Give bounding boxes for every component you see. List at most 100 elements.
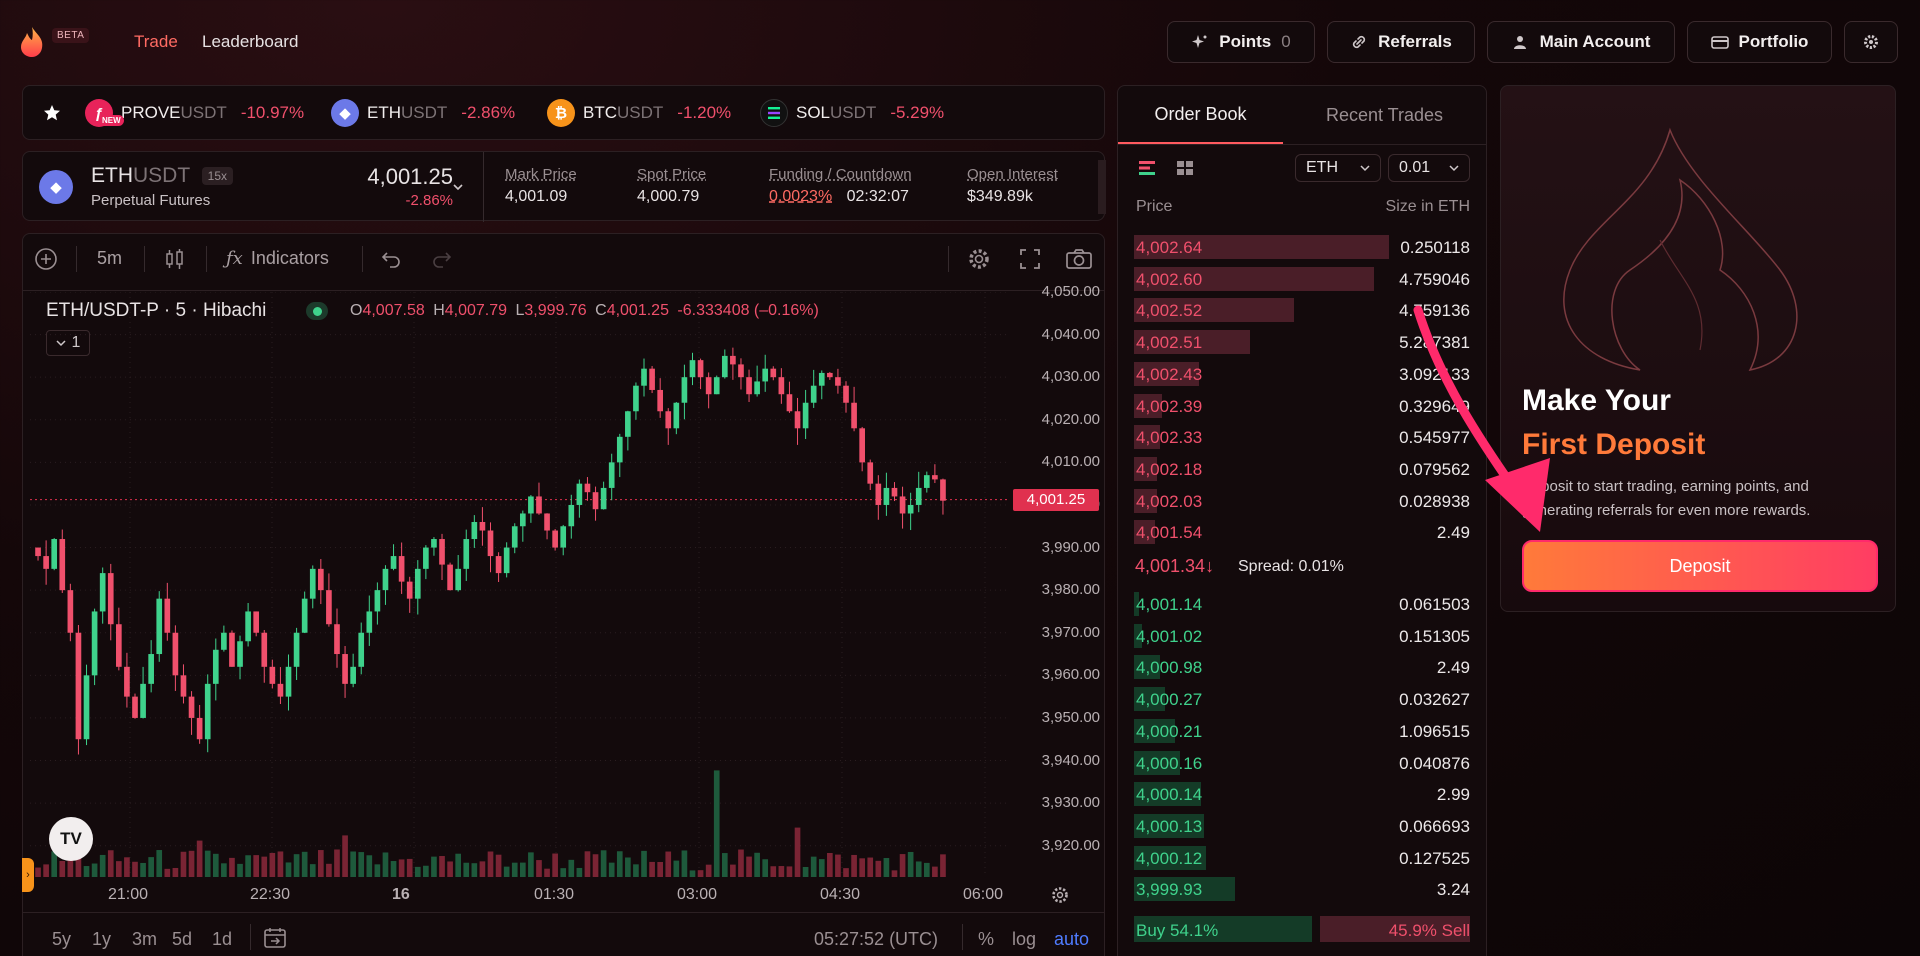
undo-icon[interactable] xyxy=(380,249,402,269)
price-tick: 3,990.00 xyxy=(1041,538,1100,556)
ticker-symbol: ETHUSDT xyxy=(367,103,448,122)
nav-leaderboard[interactable]: Leaderboard xyxy=(202,32,299,51)
ticker-change: -5.29% xyxy=(890,103,945,122)
auto-toggle[interactable]: auto xyxy=(1054,929,1090,949)
ticker-prove[interactable]: ƒ NEW PROVEUSDT -10.97% xyxy=(85,98,304,128)
volume-bar xyxy=(625,857,631,877)
ticker-eth[interactable]: ◆ ETHUSDT -2.86% xyxy=(331,98,515,128)
calendar-range-icon[interactable] xyxy=(262,926,288,950)
camera-icon[interactable] xyxy=(1065,247,1093,271)
referrals-button[interactable]: Referrals xyxy=(1327,21,1475,63)
unit-select[interactable]: ETH xyxy=(1295,154,1381,182)
pointer-arrow-icon xyxy=(1413,305,1550,532)
bid-row[interactable]: 4,000.12 0.127525 xyxy=(1134,844,1470,870)
depth-bar xyxy=(1134,718,1176,743)
range-button-1d[interactable]: 1d xyxy=(212,929,233,949)
bid-row[interactable]: 4,000.21 1.096515 xyxy=(1134,717,1470,743)
bid-row[interactable]: 4,000.14 2.99 xyxy=(1134,780,1470,807)
log-toggle[interactable]: log xyxy=(1012,929,1037,949)
indicators-button[interactable]: ƒx Indicators xyxy=(226,248,329,269)
main-account-button[interactable]: Main Account xyxy=(1487,21,1675,63)
range-button-5y[interactable]: 5y xyxy=(52,929,72,949)
portfolio-button[interactable]: Portfolio xyxy=(1687,21,1832,63)
candles-icon[interactable] xyxy=(164,247,186,271)
bid-row[interactable]: 4,001.14 0.061503 xyxy=(1134,590,1470,616)
bid-row[interactable]: 3,999.93 3.24 xyxy=(1134,875,1470,902)
ticker-change: -1.20% xyxy=(677,103,732,122)
settings-button[interactable] xyxy=(1844,21,1898,63)
range-selector: 5y 1y 3m 5d 1d xyxy=(52,929,252,950)
nav-trade[interactable]: Trade xyxy=(134,32,178,51)
time-axis[interactable]: 21:00 22:30 16 01:30 03:00 04:30 06:00 xyxy=(22,880,1012,908)
chart-drawer-handle[interactable]: › xyxy=(22,858,34,892)
row-size: 0.329649 xyxy=(1399,396,1470,416)
volume-bar xyxy=(641,850,647,877)
bid-row[interactable]: 4,001.02 0.151305 xyxy=(1134,622,1470,648)
volume-bar xyxy=(196,840,203,877)
candle-body xyxy=(923,475,930,488)
candlestick-chart[interactable] xyxy=(22,292,1105,879)
volume-bar xyxy=(536,860,542,877)
fullscreen-icon[interactable] xyxy=(1018,247,1042,271)
percent-toggle[interactable]: % xyxy=(978,929,995,949)
ticker-btc[interactable]: ₿ BTCUSDT -1.20% xyxy=(547,98,731,128)
candle-body xyxy=(786,394,793,412)
ask-row[interactable]: 4,002.39 0.329649 xyxy=(1134,392,1470,418)
candle-body xyxy=(99,573,106,612)
ask-row[interactable]: 4,002.43 3.092133 xyxy=(1134,360,1470,386)
tick-size-select[interactable]: 0.01 xyxy=(1388,154,1470,182)
range-button-5d[interactable]: 5d xyxy=(172,929,193,949)
book-grid-icon[interactable] xyxy=(1174,157,1196,179)
row-price: 4,000.27 xyxy=(1136,690,1203,710)
points-label: Points xyxy=(1219,32,1272,51)
row-size: 0.545977 xyxy=(1399,428,1470,448)
book-both-sides-icon[interactable] xyxy=(1136,157,1158,179)
tab-order-book[interactable]: Order Book xyxy=(1118,86,1283,144)
ask-row[interactable]: 4,002.60 4.759046 xyxy=(1134,265,1470,291)
points-button[interactable]: Points 0 xyxy=(1167,21,1315,63)
ask-row[interactable]: 4,001.54 2.49 xyxy=(1134,518,1470,545)
candle-body xyxy=(633,385,639,412)
bid-row[interactable]: 4,000.16 0.040876 xyxy=(1134,749,1470,775)
volume-bar xyxy=(511,862,518,877)
redo-icon[interactable] xyxy=(431,249,453,269)
collapse-legend-button[interactable]: 1 xyxy=(46,330,90,356)
chart-settings-icon[interactable] xyxy=(966,246,992,272)
ticker-sol[interactable]: SOLUSDT -5.29% xyxy=(760,98,944,128)
candle-body xyxy=(738,364,744,378)
bid-row[interactable]: 4,000.98 2.49 xyxy=(1134,653,1470,680)
volume-bar xyxy=(519,862,526,877)
candle-body xyxy=(221,632,227,650)
ask-row[interactable]: 4,002.64 0.250118 xyxy=(1134,233,1470,259)
market-symbol[interactable]: ETHUSDT 15x xyxy=(91,164,233,188)
ask-row[interactable]: 4,002.18 0.079562 xyxy=(1134,455,1470,481)
interval-selector[interactable]: 5m xyxy=(97,248,123,268)
flame-logo-icon[interactable] xyxy=(18,26,46,58)
bid-row[interactable]: 4,000.13 0.066693 xyxy=(1134,812,1470,838)
utc-clock[interactable]: 05:27:52 (UTC) xyxy=(814,929,939,949)
row-size: 2.99 xyxy=(1436,785,1470,805)
star-icon[interactable] xyxy=(43,104,61,122)
price-axis[interactable]: 4,050.00 4,040.00 4,030.00 4,020.00 4,010.00… xyxy=(1008,283,1100,879)
candle-body xyxy=(148,654,154,684)
tab-recent-trades[interactable]: Recent Trades xyxy=(1325,104,1444,125)
tradingview-logo-icon[interactable]: TV xyxy=(49,817,93,861)
candle-body xyxy=(851,402,857,429)
volume-bar xyxy=(552,853,558,877)
add-circle-icon[interactable] xyxy=(34,247,58,271)
depth-bar xyxy=(1134,623,1142,648)
volume-bar xyxy=(479,861,486,877)
range-button-3m[interactable]: 3m xyxy=(132,929,158,949)
range-button-1y[interactable]: 1y xyxy=(92,929,112,949)
bid-row[interactable]: 4,000.27 0.032627 xyxy=(1134,685,1470,712)
ask-row[interactable]: 4,002.03 0.028938 xyxy=(1134,487,1470,513)
ask-row[interactable]: 4,002.33 0.545977 xyxy=(1134,423,1470,450)
candle-body xyxy=(156,598,163,655)
axis-settings-icon[interactable] xyxy=(1050,885,1070,905)
chevron-down-icon[interactable] xyxy=(451,180,465,194)
depth-bar xyxy=(1134,266,1374,291)
candle-body xyxy=(301,598,308,633)
volume-bar xyxy=(867,857,874,877)
scroll-indicator[interactable] xyxy=(1098,160,1106,214)
deposit-button[interactable]: Deposit xyxy=(1522,540,1878,592)
